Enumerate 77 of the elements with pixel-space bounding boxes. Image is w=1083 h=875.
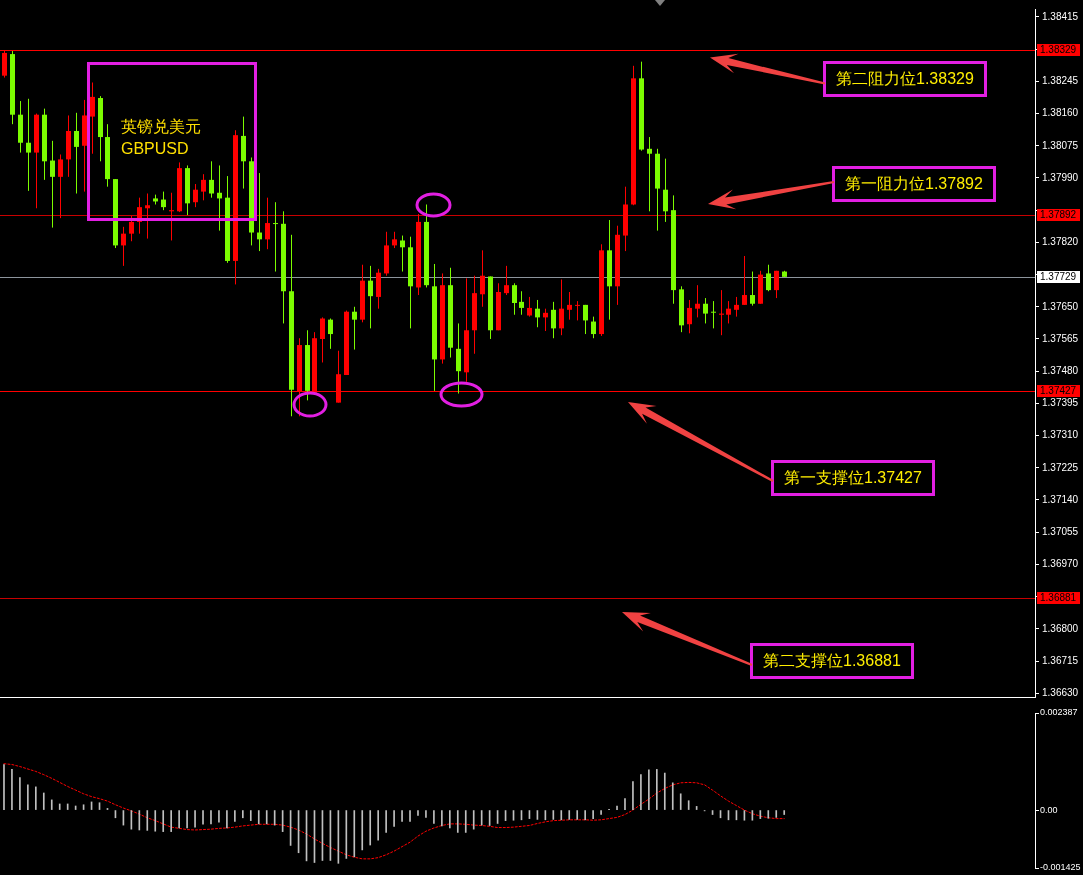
candlestick xyxy=(328,318,333,350)
candlestick xyxy=(695,284,700,318)
candlestick xyxy=(504,265,509,296)
annotation: 第二支撑位1.36881 xyxy=(750,643,914,679)
candlestick xyxy=(703,297,708,324)
candlestick xyxy=(161,191,166,211)
text: 英镑兑美元 xyxy=(121,118,201,136)
candlestick xyxy=(368,265,373,329)
candlestick xyxy=(551,301,556,339)
y-tick-label: 1.36970 xyxy=(1042,558,1079,570)
candlestick xyxy=(559,279,564,336)
candlestick xyxy=(512,282,517,316)
candlestick xyxy=(647,136,652,212)
candlestick xyxy=(687,299,692,334)
y-tick-label: 1.37395 xyxy=(1042,397,1079,409)
ref-line-label: 1.37892 xyxy=(1040,209,1077,221)
candlestick xyxy=(456,322,461,395)
y-tick-label: 1.37055 xyxy=(1042,525,1079,537)
candlestick xyxy=(209,160,214,199)
y-tick-label: 1.37650 xyxy=(1042,300,1079,312)
candlestick xyxy=(145,193,150,240)
y-tick-label: 1.37480 xyxy=(1042,364,1079,376)
y-tick-label: 1.37990 xyxy=(1042,171,1079,183)
candlestick xyxy=(320,316,325,363)
ref-line-label: 1.38329 xyxy=(1040,44,1077,56)
y-tick-label: 0.00 xyxy=(1040,804,1058,815)
y-tick-label: -0.001425 xyxy=(1040,862,1081,873)
text: GBPUSD xyxy=(121,140,189,158)
candlestick xyxy=(519,290,524,316)
annotation: 第一支撑位1.37427 xyxy=(771,460,935,496)
candlestick xyxy=(711,300,716,329)
candlestick xyxy=(352,306,357,351)
candlestick xyxy=(535,299,540,328)
y-tick-label: 1.37225 xyxy=(1042,461,1079,473)
y-tick-label: 1.36800 xyxy=(1042,622,1079,634)
y-tick-label: 1.38075 xyxy=(1042,139,1079,151)
candlestick xyxy=(50,140,55,229)
candlestick xyxy=(193,183,198,208)
candlestick xyxy=(74,112,79,194)
y-tick-label: 0.002387 xyxy=(1040,707,1078,718)
y-tick-label: 1.38415 xyxy=(1042,10,1079,22)
y-tick-label: 1.36715 xyxy=(1042,654,1079,666)
candlestick xyxy=(663,158,668,223)
candlestick xyxy=(58,153,63,219)
candlestick xyxy=(400,235,405,273)
candlestick xyxy=(201,173,206,201)
candlestick xyxy=(265,197,270,250)
line-series xyxy=(3,763,785,860)
candlestick xyxy=(129,215,134,242)
y-tick-label: 1.36630 xyxy=(1042,686,1079,698)
annotation: 第二阻力位1.38329 xyxy=(823,61,987,97)
y-tick-label: 1.37310 xyxy=(1042,429,1079,441)
candlestick xyxy=(583,304,588,335)
candlestick xyxy=(742,255,747,306)
candlestick xyxy=(774,270,779,299)
y-tick-label: 1.38245 xyxy=(1042,75,1079,87)
candlestick xyxy=(90,82,95,155)
y-tick-label: 1.37565 xyxy=(1042,332,1079,344)
candlestick xyxy=(480,249,485,308)
candlestick xyxy=(591,316,596,339)
candlestick xyxy=(26,98,31,192)
candlestick xyxy=(527,296,532,318)
candlestick xyxy=(575,300,580,321)
candlestick xyxy=(766,264,771,292)
y-tick-label: 1.37140 xyxy=(1042,493,1079,505)
y-tick-label: 1.37820 xyxy=(1042,236,1079,248)
candlestick xyxy=(734,296,739,318)
candlestick xyxy=(750,271,755,307)
candlestick xyxy=(121,226,126,267)
y-tick-label: 1.38160 xyxy=(1042,107,1079,119)
ref-line-label: 1.36881 xyxy=(1040,592,1077,604)
candlestick xyxy=(273,201,278,273)
ref-line-label: 1.37729 xyxy=(1040,271,1077,283)
ref-line-label: 1.37427 xyxy=(1040,385,1077,397)
annotation: 第一阻力位1.37892 xyxy=(832,166,996,202)
candlestick xyxy=(567,291,572,321)
candlestick xyxy=(726,300,731,324)
